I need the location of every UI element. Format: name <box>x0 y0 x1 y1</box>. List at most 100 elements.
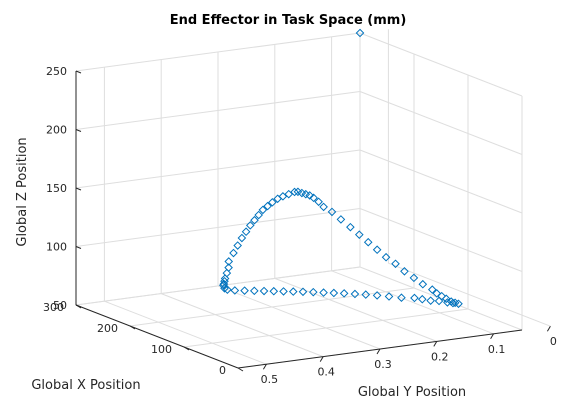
data-point <box>346 222 355 232</box>
tick-labels: 0 100 200 300 0.5 0.4 0.3 0.2 0.1 0 50 100 150 200 250 <box>43 65 557 386</box>
data-point <box>240 286 249 295</box>
floor-grid-line <box>217 285 381 350</box>
back-wall-grid-line <box>75 208 361 247</box>
z-tick-label: 50 <box>53 299 67 312</box>
data-point <box>258 205 268 215</box>
data-point <box>327 207 337 217</box>
data-point <box>273 194 282 204</box>
data-point <box>254 210 263 220</box>
x-tick-label: 300 <box>43 301 64 314</box>
x-tick-label: 100 <box>151 343 172 356</box>
y-tick-mark <box>262 363 267 370</box>
floor-grid-line <box>331 270 494 335</box>
data-point <box>237 233 247 243</box>
data-point <box>400 267 409 276</box>
data-point <box>230 286 240 295</box>
data-point <box>269 286 279 296</box>
data-point <box>288 287 298 296</box>
y-axis-label: Global Y Position <box>358 385 466 400</box>
grid-lines <box>75 29 551 369</box>
x-tick-label: 0 <box>219 364 226 377</box>
z-tick-mark <box>75 129 82 132</box>
data-point <box>409 273 419 283</box>
data-point <box>450 298 460 308</box>
y-tick-mark <box>490 333 495 340</box>
data-point <box>339 289 349 298</box>
data-point <box>223 285 232 294</box>
axis-lines <box>75 70 551 372</box>
data-point <box>427 285 437 294</box>
x-tick-mark <box>183 346 190 351</box>
data-point <box>279 287 288 296</box>
y-tick-label: 0.3 <box>374 358 392 371</box>
data-point <box>308 287 318 297</box>
data-point <box>250 215 259 225</box>
x-tick-mark <box>129 325 136 330</box>
data-point <box>354 230 364 239</box>
floor-grid-line <box>388 262 551 327</box>
data-point <box>293 187 303 197</box>
y-tick-label: 0 <box>550 335 557 348</box>
data-point <box>301 189 311 199</box>
data-point <box>381 252 391 262</box>
data-point <box>448 298 458 308</box>
data-point <box>355 28 365 38</box>
side-wall-grid-line <box>359 32 523 97</box>
data-point <box>245 221 255 230</box>
data-point <box>363 237 373 247</box>
data-point <box>443 298 452 307</box>
x-axis-line <box>75 304 239 369</box>
side-wall-grid-line <box>359 149 523 214</box>
data-point <box>298 287 308 297</box>
data-point <box>350 289 360 299</box>
data-point <box>361 290 371 299</box>
data-point <box>432 289 442 298</box>
data-point <box>219 280 228 290</box>
data-point <box>384 292 394 301</box>
back-wall-grid-line <box>75 32 361 72</box>
data-point <box>224 257 234 266</box>
z-tick-label: 200 <box>46 124 67 137</box>
z-tick-mark <box>75 70 82 74</box>
data-point <box>233 241 242 250</box>
data-point <box>391 259 400 269</box>
z-tick-mark <box>75 246 82 249</box>
x-axis-label: Global X Position <box>31 378 140 393</box>
data-point <box>263 201 272 211</box>
z-tick-label: 250 <box>46 65 67 78</box>
y-tick-label: 0.4 <box>317 366 335 379</box>
side-wall-grid-line <box>359 208 523 272</box>
data-point <box>268 198 277 207</box>
z-tick-mark <box>75 187 82 191</box>
y-tick-mark <box>376 348 381 355</box>
x-tick-mark <box>237 367 244 372</box>
data-point <box>417 294 427 304</box>
z-tick-label: 150 <box>46 182 67 195</box>
data-point <box>249 286 259 296</box>
data-point <box>372 245 382 255</box>
data-point <box>259 286 269 296</box>
x-tick-label: 200 <box>97 322 118 335</box>
z-tick-mark <box>75 304 82 308</box>
data-point <box>319 288 328 297</box>
data-point <box>397 293 406 302</box>
data-point <box>290 187 299 197</box>
y-tick-label: 0.5 <box>261 373 279 386</box>
back-wall-grid-line <box>75 149 361 189</box>
data-point <box>372 291 382 300</box>
z-axis-label: Global Z Position <box>15 137 30 246</box>
y-tick-label: 0.2 <box>431 350 449 363</box>
chart-title: End Effector in Task Space (mm) <box>170 13 407 28</box>
data-point <box>278 192 288 201</box>
data-point <box>336 215 346 224</box>
data-point <box>284 189 294 199</box>
data-point <box>319 202 328 212</box>
data-point <box>426 296 435 305</box>
data-point <box>410 293 419 303</box>
data-point <box>229 248 238 258</box>
data-point <box>418 279 428 289</box>
data-point <box>305 191 315 200</box>
floor-grid-line <box>104 300 267 365</box>
back-wall-grid-line <box>75 91 361 130</box>
